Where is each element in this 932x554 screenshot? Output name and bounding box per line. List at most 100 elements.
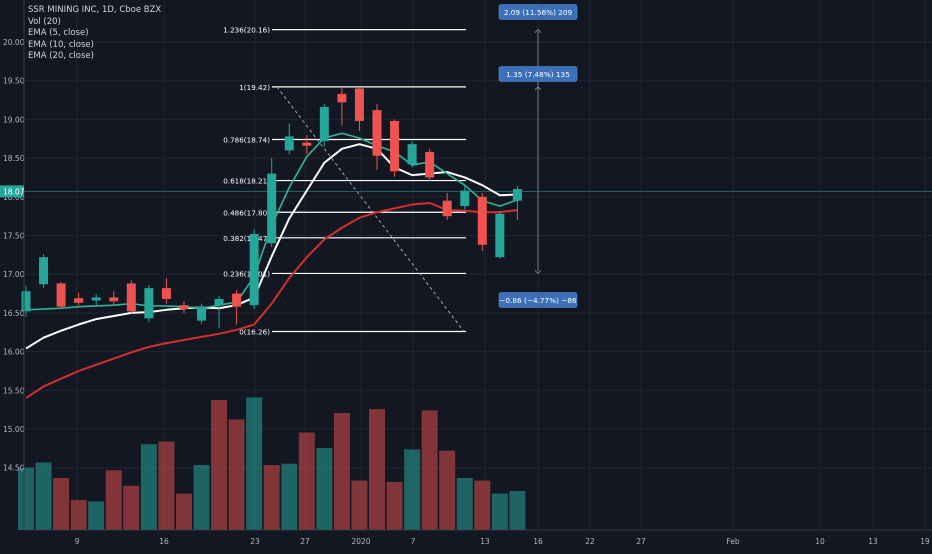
fib-level-label: 0.618(18.21) [223, 177, 270, 186]
x-tick-label: 22 [585, 537, 595, 546]
volume-bar [333, 413, 350, 530]
ema10-indicator-label[interactable]: EMA (10, close) [28, 39, 94, 50]
measure-label-box [498, 66, 578, 82]
fib-level-label: 0.236(17.01) [223, 269, 270, 278]
y-tick-label: 14.50 [3, 464, 25, 473]
candle-body [249, 233, 259, 306]
fib-level-label: 0(16.26) [239, 327, 270, 336]
y-tick-label: 17.00 [3, 270, 25, 279]
volume-bar [228, 419, 245, 530]
x-tick-label: 13 [480, 537, 490, 546]
volume-bar [18, 467, 34, 530]
fib-level-label: 0.382(17.47) [223, 234, 270, 243]
candle-body [109, 297, 119, 302]
measure-label-box [498, 292, 578, 308]
y-tick-label: 16.00 [3, 348, 25, 357]
candle-body [354, 88, 364, 121]
current-price-label: 18.07 [3, 187, 25, 196]
volume-bar [316, 448, 333, 530]
volume-bar [421, 410, 438, 530]
volume-bar [351, 480, 368, 530]
x-tick-label: 16 [159, 537, 169, 546]
y-tick-label: 18.50 [3, 154, 25, 163]
volume-bar [175, 493, 192, 530]
candle-body [232, 293, 242, 307]
symbol-title[interactable]: SSR MINING INC, 1D, Cboe BZX [28, 5, 162, 15]
y-tick-label: 16.50 [3, 309, 25, 318]
candle-body [197, 306, 206, 321]
y-tick-label: 20.00 [3, 38, 25, 47]
candle-body [390, 120, 400, 172]
measure-label: 1.35 (7.48%) 135 [506, 70, 570, 79]
vol-indicator-label[interactable]: Vol (20) [28, 16, 61, 27]
measure-label: −0.86 (−4.77%) −86 [499, 296, 577, 305]
x-axis: 9 16 23 27 2020 7 13 16 22 27 Feb 10 13 19 [75, 537, 930, 546]
fib-level-label: 1.236(20.16) [223, 26, 270, 35]
candle-body [267, 173, 277, 244]
volume-bar [140, 444, 157, 530]
ema20-line [25, 201, 518, 399]
volume-bar [123, 485, 140, 530]
volume-bar [491, 493, 508, 530]
measure-label-box [498, 4, 578, 20]
x-tick-label: 27 [636, 537, 646, 546]
volume-bar [281, 463, 298, 530]
y-tick-label: 19.00 [3, 115, 25, 124]
candle-body [179, 305, 189, 310]
candle-body [319, 107, 329, 142]
candle-body [91, 297, 101, 301]
volume-bar [105, 470, 122, 530]
x-tick-label: 23 [250, 537, 260, 546]
x-tick-label: 16 [533, 537, 543, 546]
volume-bar [509, 491, 526, 530]
x-tick-label: 27 [300, 537, 310, 546]
x-tick-label: Feb [726, 537, 740, 546]
volume-bar [53, 478, 70, 530]
candle-body [284, 136, 294, 151]
measure-arrow [534, 28, 542, 33]
volume-bar [386, 481, 403, 530]
candle-body [425, 151, 435, 178]
candle-body [214, 298, 224, 306]
candle-body [460, 190, 470, 207]
volume-bar [158, 441, 175, 530]
volume-bar [369, 409, 385, 530]
candle-body [161, 288, 171, 299]
volume-bar [263, 465, 280, 530]
ema5-indicator-label[interactable]: EMA (5, close) [28, 28, 89, 38]
current-price-badge [0, 185, 24, 198]
volume-bars [18, 397, 526, 530]
candle-body [477, 196, 487, 245]
y-tick-label: 17.50 [3, 232, 25, 241]
candle-body [407, 144, 417, 165]
volume-bar [474, 480, 491, 530]
candle-body [74, 298, 84, 303]
x-tick-label: 13 [868, 537, 878, 546]
candle-body [495, 213, 505, 258]
x-tick-label: 9 [75, 537, 80, 546]
ema10-line [25, 143, 518, 350]
fib-retracement[interactable]: 1.236(20.16) 1(19.42) 0.786(18.74) 0.618(18… [223, 26, 466, 337]
measure-tool[interactable]: 2.09 (11.56%) 209 1.35 (7.48%) 135 −0.86 (… [498, 4, 578, 308]
y-tick-label: 15.00 [3, 425, 25, 434]
measure-arrow [534, 270, 542, 275]
candle-body [442, 200, 452, 217]
measure-arrow [534, 86, 542, 91]
candle-body [56, 283, 66, 307]
candle-body [39, 257, 49, 285]
volume-bar [70, 500, 87, 530]
chart-legend: SSR MINING INC, 1D, Cboe BZX Vol (20) EM… [28, 5, 161, 63]
ema20-indicator-label[interactable]: EMA (20, close) [28, 51, 94, 61]
volume-bar [298, 432, 315, 530]
fib-level-label: 0.486(17.80) [223, 208, 270, 217]
x-tick-label: 19 [920, 537, 930, 546]
volume-bar [456, 478, 473, 530]
candle-body [337, 93, 347, 103]
candle-body [21, 291, 31, 312]
volume-bar [246, 397, 263, 530]
x-tick-label: 10 [815, 537, 825, 546]
y-tick-label: 19.50 [3, 77, 25, 86]
volume-bar [88, 501, 105, 530]
